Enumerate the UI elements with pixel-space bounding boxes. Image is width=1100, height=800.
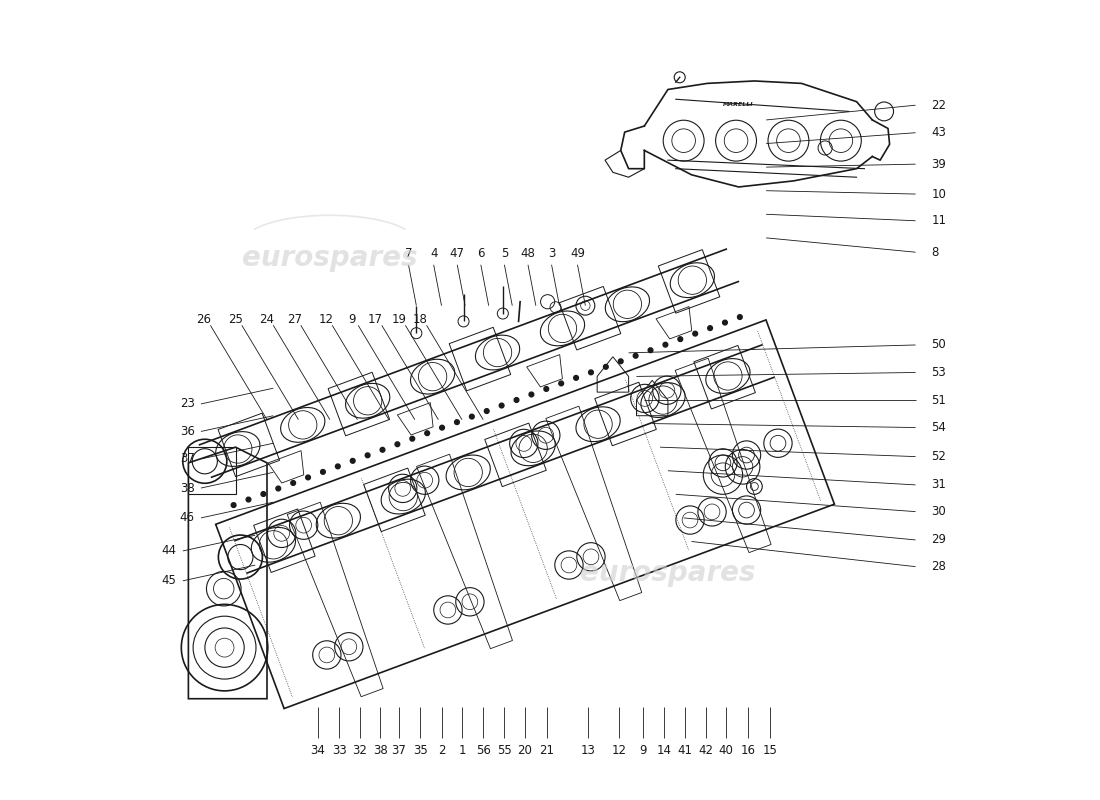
Text: 37: 37 xyxy=(179,453,195,466)
Circle shape xyxy=(351,458,355,463)
Circle shape xyxy=(425,431,429,435)
Text: 8: 8 xyxy=(932,246,938,258)
Text: 35: 35 xyxy=(412,744,428,757)
Text: 36: 36 xyxy=(179,425,195,438)
Text: 49: 49 xyxy=(570,247,585,260)
Circle shape xyxy=(395,442,399,446)
Text: 43: 43 xyxy=(932,126,946,139)
Text: 19: 19 xyxy=(392,313,407,326)
Text: 23: 23 xyxy=(179,398,195,410)
Text: 46: 46 xyxy=(179,511,195,525)
Text: 24: 24 xyxy=(260,313,275,326)
Circle shape xyxy=(559,381,563,386)
Circle shape xyxy=(484,409,490,414)
Text: 12: 12 xyxy=(319,313,333,326)
Circle shape xyxy=(290,481,296,486)
Text: 20: 20 xyxy=(517,744,532,757)
Circle shape xyxy=(499,403,504,408)
Circle shape xyxy=(231,502,236,507)
Text: 41: 41 xyxy=(678,744,693,757)
Text: 50: 50 xyxy=(932,338,946,351)
Text: 48: 48 xyxy=(520,247,536,260)
Circle shape xyxy=(529,392,534,397)
Circle shape xyxy=(737,314,742,319)
Circle shape xyxy=(618,359,623,364)
Circle shape xyxy=(381,447,385,452)
Text: 45: 45 xyxy=(162,574,177,587)
Text: 37: 37 xyxy=(392,744,407,757)
Text: 30: 30 xyxy=(932,505,946,518)
Circle shape xyxy=(588,370,593,374)
Text: 54: 54 xyxy=(932,421,946,434)
Circle shape xyxy=(574,375,579,380)
Circle shape xyxy=(336,464,340,469)
Text: 47: 47 xyxy=(450,247,464,260)
Text: 55: 55 xyxy=(497,744,512,757)
Text: 12: 12 xyxy=(612,744,627,757)
Text: 51: 51 xyxy=(932,394,946,406)
Text: 2: 2 xyxy=(438,744,446,757)
Text: 17: 17 xyxy=(368,313,383,326)
Text: 16: 16 xyxy=(740,744,756,757)
Text: 14: 14 xyxy=(657,744,671,757)
Text: 39: 39 xyxy=(932,158,946,170)
Circle shape xyxy=(454,420,460,425)
Circle shape xyxy=(514,398,519,402)
Circle shape xyxy=(410,436,415,441)
Circle shape xyxy=(320,470,326,474)
Text: 40: 40 xyxy=(718,744,734,757)
Text: 53: 53 xyxy=(932,366,946,379)
Circle shape xyxy=(678,337,683,342)
Circle shape xyxy=(634,354,638,358)
Text: 26: 26 xyxy=(197,313,211,326)
Circle shape xyxy=(365,453,370,458)
Circle shape xyxy=(648,348,653,353)
Text: 31: 31 xyxy=(932,478,946,491)
Text: 9: 9 xyxy=(639,744,647,757)
Text: 28: 28 xyxy=(932,560,946,573)
Text: 27: 27 xyxy=(287,313,303,326)
Text: 11: 11 xyxy=(932,214,946,227)
Text: 4: 4 xyxy=(430,247,438,260)
Circle shape xyxy=(440,426,444,430)
Circle shape xyxy=(723,320,727,325)
Circle shape xyxy=(470,414,474,419)
Text: 25: 25 xyxy=(228,313,243,326)
Text: 9: 9 xyxy=(349,313,355,326)
Circle shape xyxy=(261,492,266,496)
Circle shape xyxy=(306,475,310,480)
Text: 5: 5 xyxy=(500,247,508,260)
Text: 33: 33 xyxy=(332,744,346,757)
Text: 38: 38 xyxy=(373,744,387,757)
Text: 6: 6 xyxy=(477,247,485,260)
Text: 56: 56 xyxy=(475,744,491,757)
Text: 32: 32 xyxy=(352,744,367,757)
Text: 44: 44 xyxy=(162,545,177,558)
Text: 3: 3 xyxy=(548,247,556,260)
Text: 7: 7 xyxy=(405,247,412,260)
Text: eurospares: eurospares xyxy=(580,559,756,587)
Text: 10: 10 xyxy=(932,187,946,201)
Text: MARELLI: MARELLI xyxy=(724,102,754,106)
Text: 29: 29 xyxy=(932,534,946,546)
Text: 15: 15 xyxy=(762,744,778,757)
Text: 1: 1 xyxy=(459,744,465,757)
Text: 38: 38 xyxy=(180,482,195,494)
Circle shape xyxy=(663,342,668,347)
Circle shape xyxy=(246,497,251,502)
Circle shape xyxy=(604,365,608,369)
Circle shape xyxy=(276,486,280,491)
Text: 13: 13 xyxy=(581,744,595,757)
Text: 52: 52 xyxy=(932,450,946,463)
Text: 34: 34 xyxy=(310,744,326,757)
Text: eurospares: eurospares xyxy=(242,245,418,273)
Circle shape xyxy=(693,331,697,336)
Text: 22: 22 xyxy=(932,98,946,112)
Text: 18: 18 xyxy=(412,313,428,326)
Text: 42: 42 xyxy=(698,744,713,757)
Text: 21: 21 xyxy=(539,744,554,757)
Circle shape xyxy=(543,386,549,391)
Circle shape xyxy=(707,326,713,330)
